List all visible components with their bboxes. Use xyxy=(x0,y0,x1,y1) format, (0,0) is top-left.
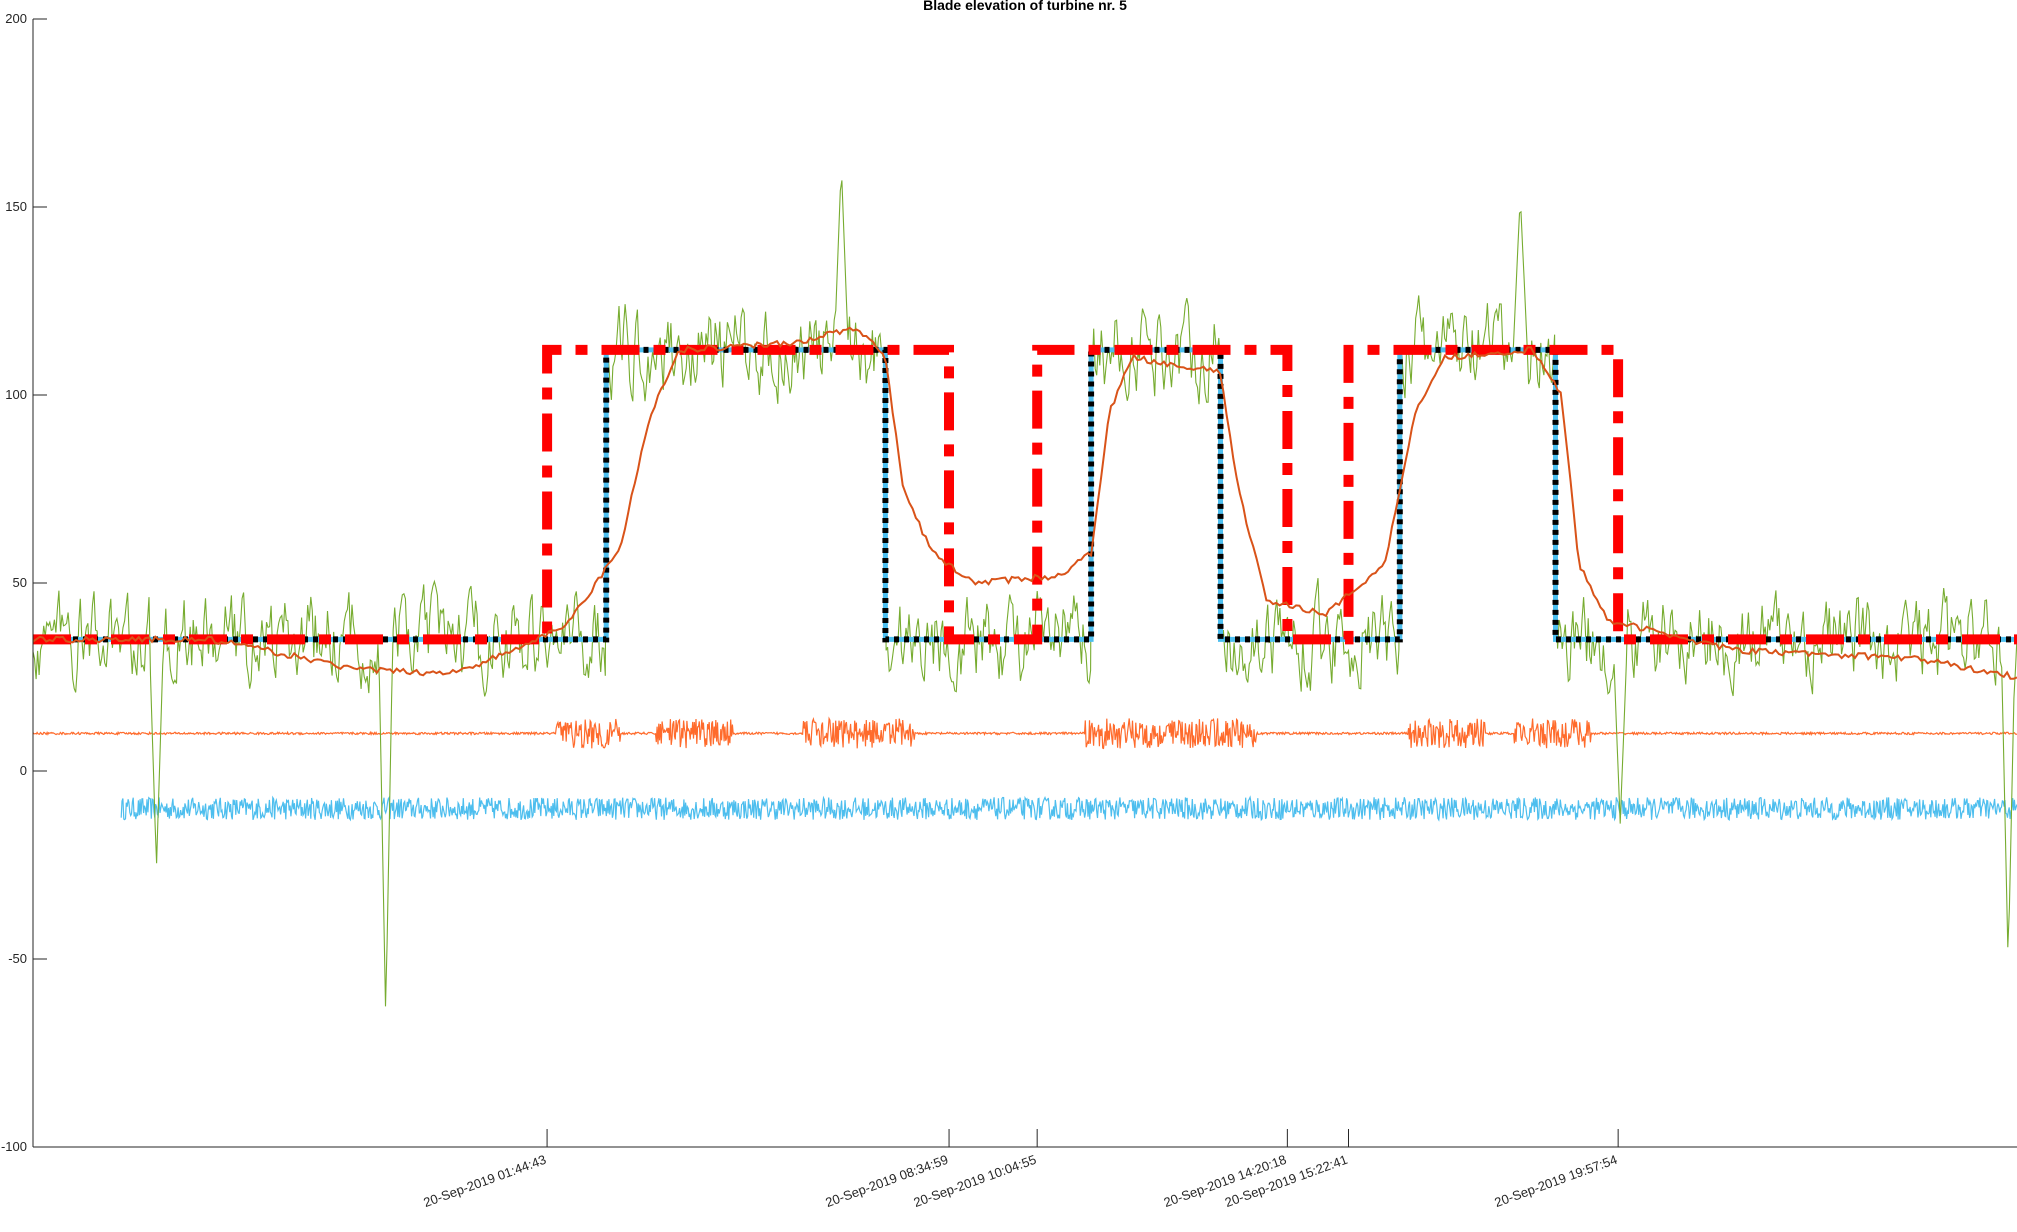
y-tick-label: 0 xyxy=(20,763,27,778)
y-tick-label: 150 xyxy=(5,199,27,214)
y-tick-label: -100 xyxy=(1,1139,27,1154)
y-tick-label: 200 xyxy=(5,11,27,26)
x-axis: 20-Sep-2019 01:44:43 20-Sep-2019 08:34:59… xyxy=(33,1129,2017,1210)
series-residual-band xyxy=(120,795,2017,822)
series-smoothed xyxy=(32,326,2017,680)
y-tick-label: 100 xyxy=(5,387,27,402)
plot-area xyxy=(32,180,2017,1007)
x-tick-label: 20-Sep-2019 19:57:54 xyxy=(1492,1152,1619,1210)
x-tick-label: 20-Sep-2019 01:44:43 xyxy=(421,1152,548,1210)
y-axis: -100 -50 0 50 100 150 200 xyxy=(1,11,47,1154)
series-detected-state xyxy=(33,346,2017,643)
y-tick-label: 50 xyxy=(13,575,27,590)
series-noisy-measurement xyxy=(32,180,2017,1007)
series-reference xyxy=(33,347,2017,642)
y-tick-label: -50 xyxy=(8,951,27,966)
series-status-signal xyxy=(32,716,2017,750)
chart-title: Blade elevation of turbine nr. 5 xyxy=(923,0,1127,13)
series-predicted-state xyxy=(33,344,2017,645)
